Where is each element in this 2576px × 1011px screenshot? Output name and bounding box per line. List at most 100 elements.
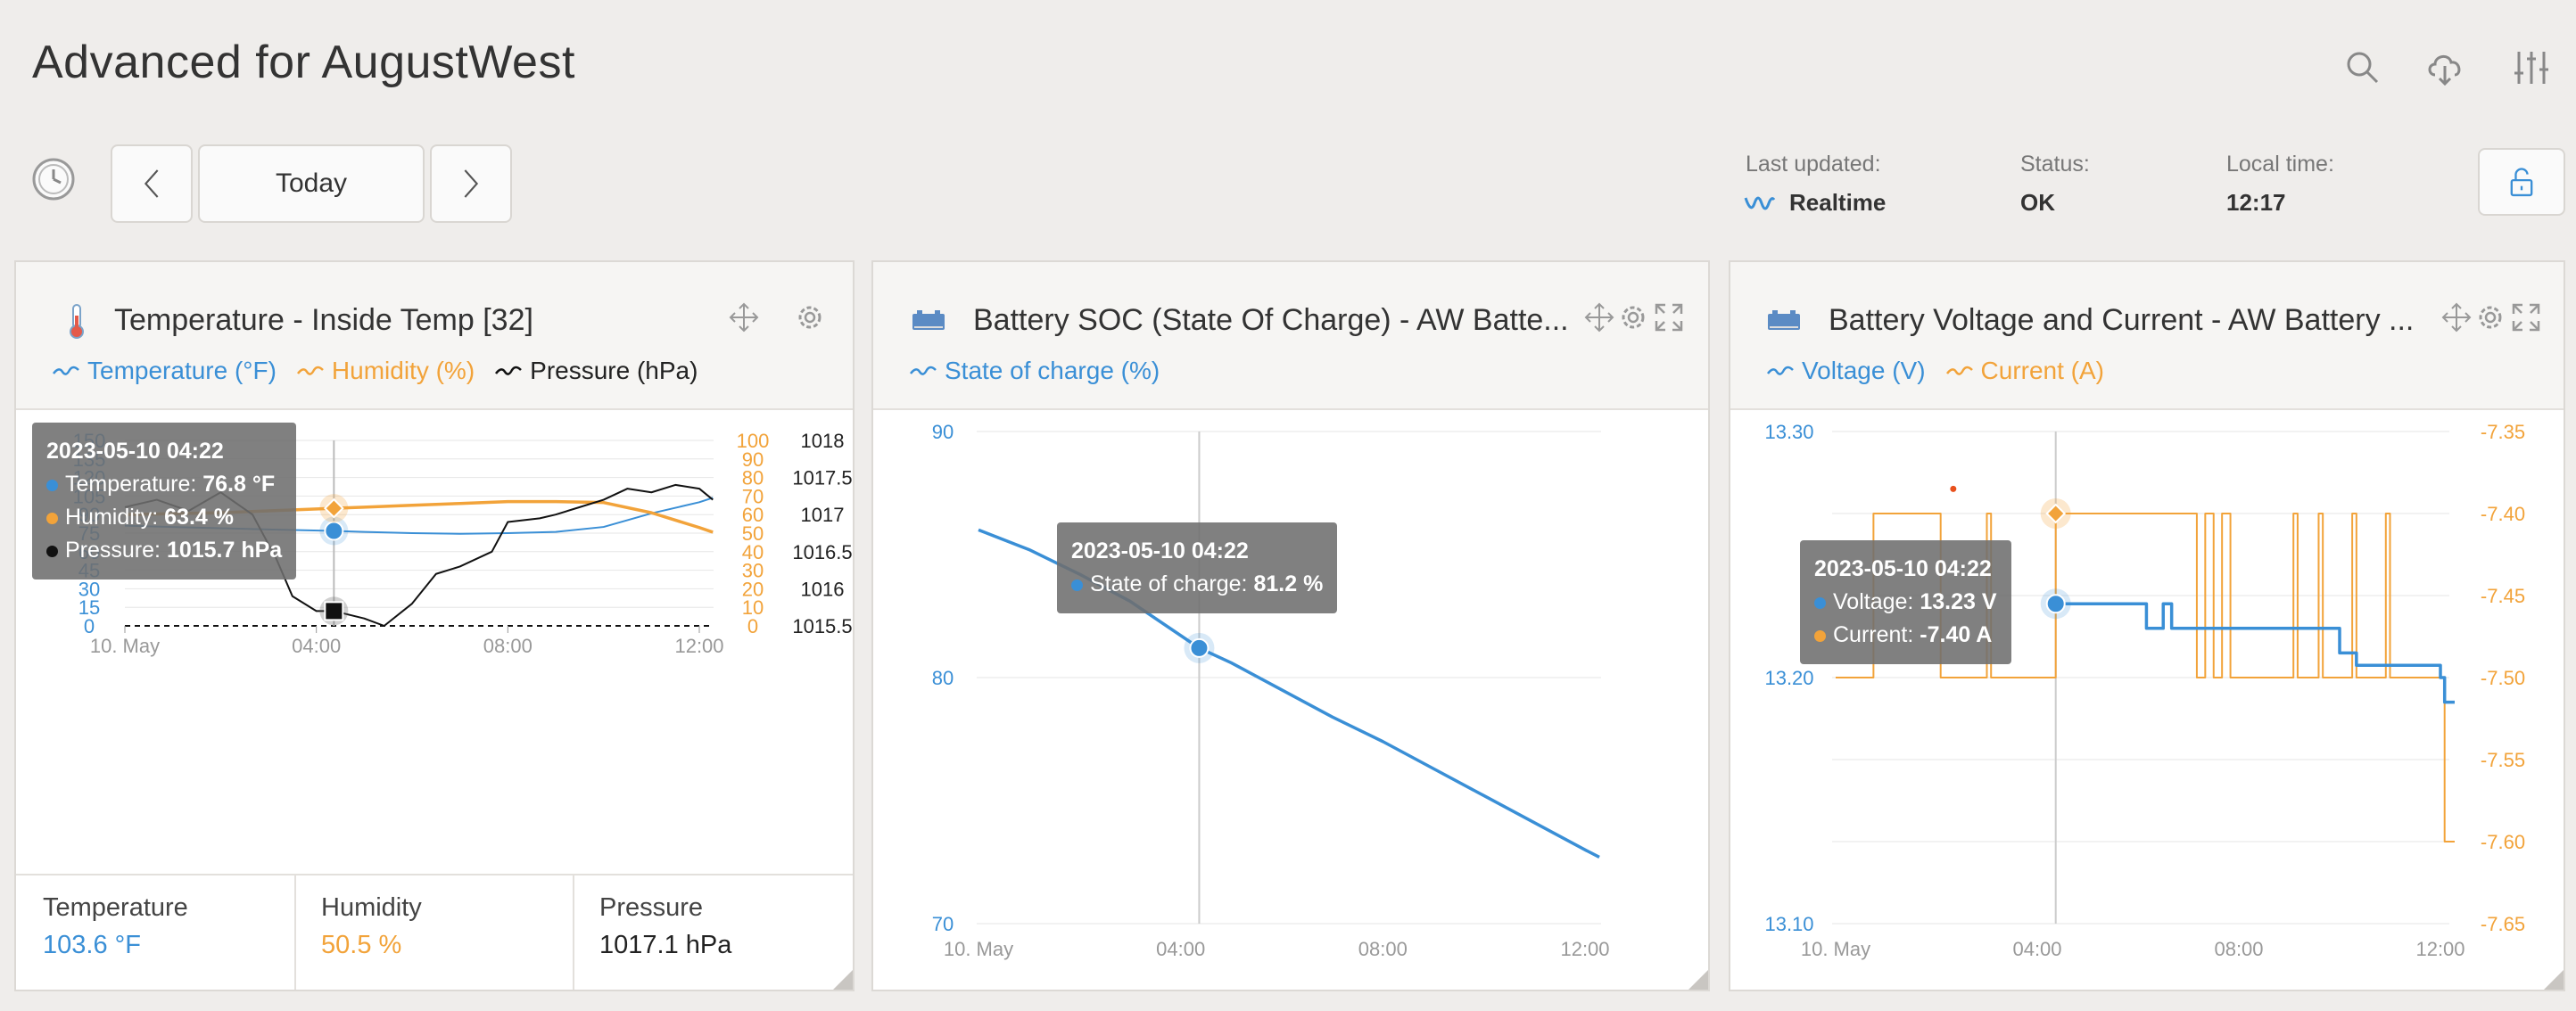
legend-item-humidity[interactable]: Humidity (%) — [296, 357, 475, 385]
x-tick-label: 04:00 — [292, 635, 341, 657]
series-line-icon — [910, 366, 937, 375]
outlier-point — [1950, 485, 1957, 492]
y-tick-label: 13.30 — [1764, 421, 1813, 443]
x-tick-label: 12:00 — [2415, 938, 2465, 960]
date-label: Today — [275, 168, 348, 198]
point-temperature — [324, 521, 344, 541]
local-time-value: 12:17 — [2226, 189, 2286, 216]
summary-bar: Temperature 103.6 °F Humidity 50.5 % Pre… — [16, 874, 853, 990]
unlock-icon — [2510, 168, 2533, 197]
last-updated-value: Realtime — [1789, 189, 1887, 216]
gear-icon[interactable] — [1617, 301, 1649, 333]
temperature-chart[interactable]: 0153045607590105120135150010203040506070… — [16, 410, 853, 829]
y-tick-label: 80 — [742, 467, 764, 489]
gear-icon[interactable] — [2474, 301, 2506, 333]
widget-title: Battery Voltage and Current - AW Battery… — [1829, 303, 2415, 337]
y-tick-label: 100 — [737, 430, 770, 452]
y-tick-label: 90 — [932, 421, 954, 443]
x-tick-label: 10. May — [90, 635, 160, 657]
x-tick-label: 08:00 — [483, 635, 533, 657]
chart-tooltip: 2023-05-10 04:22 State of charge: 81.2 % — [1057, 522, 1338, 613]
y-tick-label: 40 — [742, 541, 764, 563]
series-line-icon — [1945, 366, 1973, 375]
last-updated-label: Last updated: — [1746, 152, 1881, 177]
widget-header: Temperature - Inside Temp [32] Temperatu… — [16, 262, 853, 410]
move-icon[interactable] — [728, 301, 760, 333]
y-tick-label: 1015.5 — [792, 615, 852, 637]
expand-icon[interactable] — [2510, 301, 2542, 333]
search-icon[interactable] — [2341, 46, 2384, 89]
y-tick-label: -7.45 — [2481, 585, 2525, 607]
battery-icon — [1764, 301, 1804, 341]
battery-voltage-widget: Battery Voltage and Current - AW Battery… — [1729, 260, 2565, 991]
lock-layout-button[interactable] — [2478, 148, 2565, 216]
summary-humidity: Humidity 50.5 % — [294, 875, 574, 990]
expand-icon[interactable] — [1653, 301, 1685, 333]
y-tick-label: -7.35 — [2481, 421, 2525, 443]
x-tick-label: 04:00 — [1156, 938, 1205, 960]
point-humidity — [323, 497, 344, 519]
y-tick-label: 1017.5 — [792, 467, 852, 489]
page-title: Advanced for AugustWest — [32, 37, 575, 88]
y-tick-label: 50 — [742, 522, 764, 545]
prev-day-button[interactable] — [111, 144, 193, 223]
legend-item-soc[interactable]: State of charge (%) — [909, 357, 1160, 385]
x-tick-label: 10. May — [1801, 938, 1870, 960]
legend-item-pressure[interactable]: Pressure (hPa) — [494, 357, 698, 385]
y-tick-label: 30 — [78, 578, 100, 600]
x-tick-label: 12:00 — [1560, 938, 1609, 960]
chart-legend: Temperature (°F) Humidity (%) Pressure (… — [52, 357, 698, 385]
chart-legend: State of charge (%) — [909, 357, 1160, 385]
y-tick-label: -7.50 — [2481, 667, 2525, 689]
soc-chart[interactable]: 70 80 90 10. May 04:00 08:00 12:00 — [873, 410, 1708, 981]
chevron-right-icon — [464, 169, 479, 198]
y-tick-label: 13.10 — [1764, 913, 1813, 935]
y-tick-label: 10 — [742, 596, 764, 619]
next-day-button[interactable] — [430, 144, 512, 223]
series-line-icon — [1767, 366, 1794, 375]
resize-handle[interactable] — [1688, 970, 1708, 990]
point-voltage — [2045, 594, 2066, 614]
local-time-label: Local time: — [2226, 152, 2334, 177]
move-icon[interactable] — [1583, 301, 1615, 333]
y-tick-label: 1016 — [801, 578, 845, 600]
y-tick-label: -7.60 — [2481, 831, 2525, 853]
clock-icon[interactable] — [30, 156, 77, 202]
status-value: OK — [2020, 189, 2055, 216]
resize-handle[interactable] — [833, 970, 853, 990]
x-tick-label: 10. May — [944, 938, 1013, 960]
voltage-current-chart[interactable]: -7.35 -7.40 -7.45 -7.50 -7.55 -7.60 -7.65 13.10… — [1730, 410, 2564, 981]
summary-pressure: Pressure 1017.1 hPa — [599, 893, 732, 959]
chart-tooltip: 2023-05-10 04:22 Temperature: 76.8 °F Hu… — [32, 423, 297, 579]
legend-item-voltage[interactable]: Voltage (V) — [1766, 357, 1926, 385]
resize-handle[interactable] — [2544, 970, 2564, 990]
realtime-wave-icon — [1744, 189, 1776, 216]
y-tick-label: 15 — [78, 596, 100, 619]
date-selector-button[interactable]: Today — [198, 144, 425, 223]
legend-item-temperature[interactable]: Temperature (°F) — [52, 357, 277, 385]
point-current — [2045, 503, 2067, 524]
chart-legend: Voltage (V) Current (A) — [1766, 357, 2104, 385]
series-line-icon — [296, 366, 324, 375]
widget-header: Battery SOC (State Of Charge) - AW Batte… — [873, 262, 1708, 410]
battery-soc-widget: Battery SOC (State Of Charge) - AW Batte… — [871, 260, 1710, 991]
y-tick-label: 1017 — [801, 504, 845, 526]
x-tick-label: 08:00 — [2214, 938, 2263, 960]
widget-header: Battery Voltage and Current - AW Battery… — [1730, 262, 2564, 410]
y-tick-label: 1018 — [801, 430, 845, 452]
gear-icon[interactable] — [794, 301, 826, 333]
cloud-download-icon[interactable] — [2424, 46, 2467, 89]
y-tick-label: 80 — [932, 667, 954, 689]
chart-tooltip: 2023-05-10 04:22 Voltage: 13.23 V Curren… — [1800, 540, 2011, 664]
y-tick-label: 70 — [932, 913, 954, 935]
sliders-icon[interactable] — [2510, 46, 2553, 89]
y-tick-label: 0 — [747, 615, 758, 637]
legend-item-current[interactable]: Current (A) — [1945, 357, 2104, 385]
y-tick-label: 90 — [742, 448, 764, 471]
move-icon[interactable] — [2440, 301, 2473, 333]
y-tick-label: -7.40 — [2481, 503, 2525, 525]
point-soc — [1189, 637, 1210, 658]
y-tick-label: 30 — [742, 560, 764, 582]
temperature-widget: Temperature - Inside Temp [32] Temperatu… — [14, 260, 855, 991]
status-label: Status: — [2020, 152, 2090, 177]
